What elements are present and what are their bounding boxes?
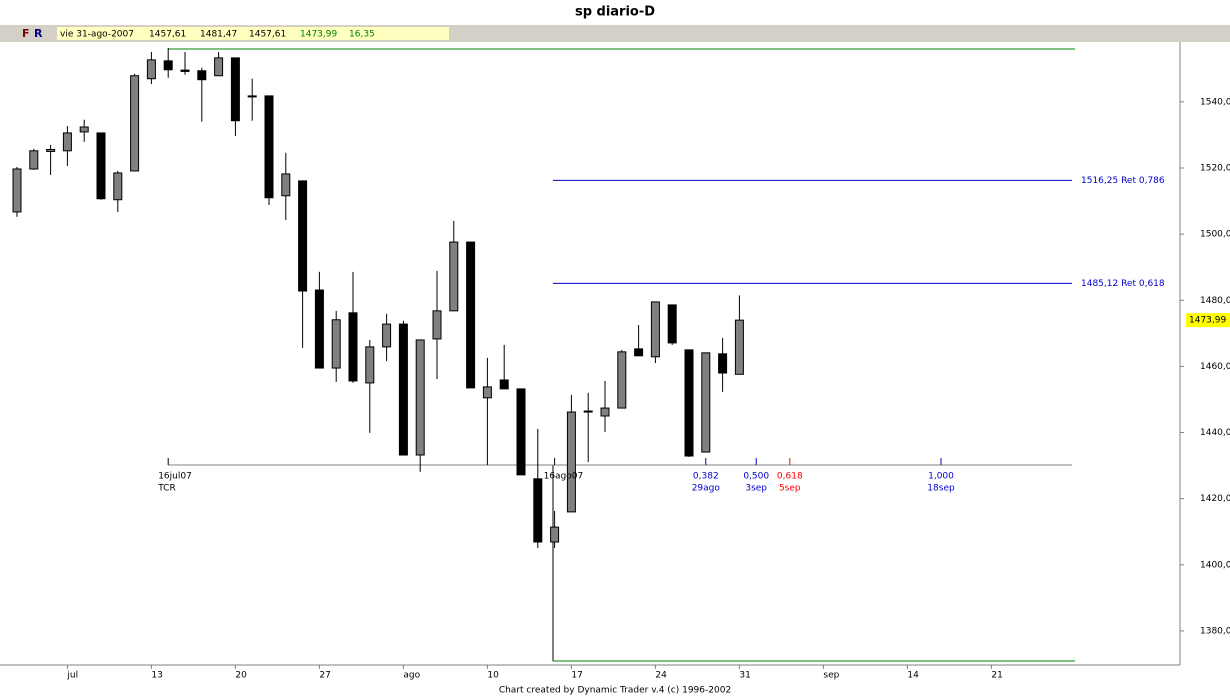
candle-body [298, 180, 308, 292]
x-tick-label: 17 [571, 671, 582, 681]
candle-body [96, 132, 106, 200]
candle-body [466, 241, 476, 389]
info-close: 1473,99 [300, 30, 337, 40]
candle-body [482, 386, 492, 399]
r-button[interactable]: R [34, 27, 43, 40]
retracement-label: 1516,25 Ret 0,786 [1081, 176, 1165, 186]
candle-body [634, 348, 644, 357]
candle-body [46, 148, 56, 152]
y-tick-label: 1460,00 [1200, 362, 1230, 372]
candle-body [566, 411, 576, 513]
footer: Chart created by Dynamic Trader v.4 (c) … [499, 686, 731, 696]
info-low: 1457,61 [249, 30, 286, 40]
candle-body [247, 95, 257, 98]
candle-body [734, 319, 744, 375]
candle-body [146, 59, 156, 80]
candle-body [365, 346, 375, 384]
x-tick-label: sep [823, 671, 839, 681]
x-tick-label: 27 [319, 671, 330, 681]
candle-body [415, 339, 425, 456]
projection-ratio: 0,618 [777, 472, 803, 482]
candle-body [348, 312, 358, 382]
candle-body [197, 70, 207, 81]
y-tick-label: 1520,00 [1200, 163, 1230, 173]
info-open: 1457,61 [149, 30, 186, 40]
candle-body [449, 241, 459, 312]
y-tick-label: 1420,00 [1200, 494, 1230, 504]
projection-date: 5sep [779, 484, 801, 494]
f-button[interactable]: F [22, 27, 30, 40]
info-date: vie 31-ago-2007 [60, 30, 134, 40]
cycle-pivot: 16ago07 [544, 472, 584, 482]
projection-date: 3sep [745, 484, 767, 494]
candle-body [230, 57, 240, 122]
x-tick-label: 14 [907, 671, 919, 681]
candle-body [650, 301, 660, 358]
info-high: 1481,47 [200, 30, 237, 40]
x-tick-label: 20 [235, 671, 247, 681]
candle-body [62, 132, 72, 152]
candle-body [533, 478, 543, 543]
x-tick-label: 31 [739, 671, 750, 681]
candle-body [617, 351, 627, 409]
candle-body [314, 289, 324, 369]
x-tick-label: 24 [655, 671, 667, 681]
candle-body [281, 173, 291, 197]
candle-body [163, 60, 173, 71]
candle-body [516, 388, 526, 476]
chart-title: sp diario-D [575, 5, 655, 20]
candle-body [701, 352, 711, 453]
candle-body [214, 57, 224, 77]
y-tick-label: 1400,00 [1200, 560, 1230, 570]
candle-body [667, 304, 677, 344]
info-change: 16,35 [349, 30, 375, 40]
info-box [57, 27, 449, 40]
candle-body [684, 349, 694, 457]
retracement-label: 1485,12 Ret 0,618 [1081, 279, 1165, 289]
projection-date: 18sep [927, 484, 955, 494]
candle-body [398, 323, 408, 456]
candle-body [331, 319, 341, 369]
cycle-start: 16jul07 [158, 472, 192, 482]
candle-body [113, 172, 123, 201]
y-tick-label: 1540,00 [1200, 97, 1230, 107]
candle-body [499, 379, 509, 390]
candle-body [550, 526, 560, 543]
candle-body [29, 150, 39, 170]
projection-ratio: 0,500 [743, 472, 769, 482]
candle-body [264, 95, 274, 199]
projection-ratio: 0,382 [693, 472, 719, 482]
x-tick-label: jul [66, 671, 78, 681]
candle-body [180, 69, 190, 72]
candle-body [600, 407, 610, 417]
last-price-box [1186, 313, 1230, 328]
x-tick-label: 21 [991, 671, 1002, 681]
candle-body [79, 126, 89, 133]
candle-body [718, 353, 728, 374]
y-tick-label: 1440,00 [1200, 428, 1230, 438]
x-tick-label: ago [403, 671, 420, 681]
cycle-start-type: TCR [157, 484, 176, 494]
last-price-label: 1473,99 [1189, 316, 1226, 326]
candle-body [382, 323, 392, 348]
x-tick-label: 13 [151, 671, 162, 681]
projection-date: 29ago [692, 484, 721, 494]
candle-body [432, 310, 442, 340]
y-tick-label: 1380,00 [1200, 626, 1230, 636]
candle-body [583, 410, 593, 413]
x-tick-label: 10 [487, 671, 499, 681]
y-tick-label: 1480,00 [1200, 296, 1230, 306]
candle-body [130, 75, 140, 172]
projection-ratio: 1,000 [928, 472, 954, 482]
candle-body [12, 168, 22, 213]
y-tick-label: 1500,00 [1200, 230, 1230, 240]
